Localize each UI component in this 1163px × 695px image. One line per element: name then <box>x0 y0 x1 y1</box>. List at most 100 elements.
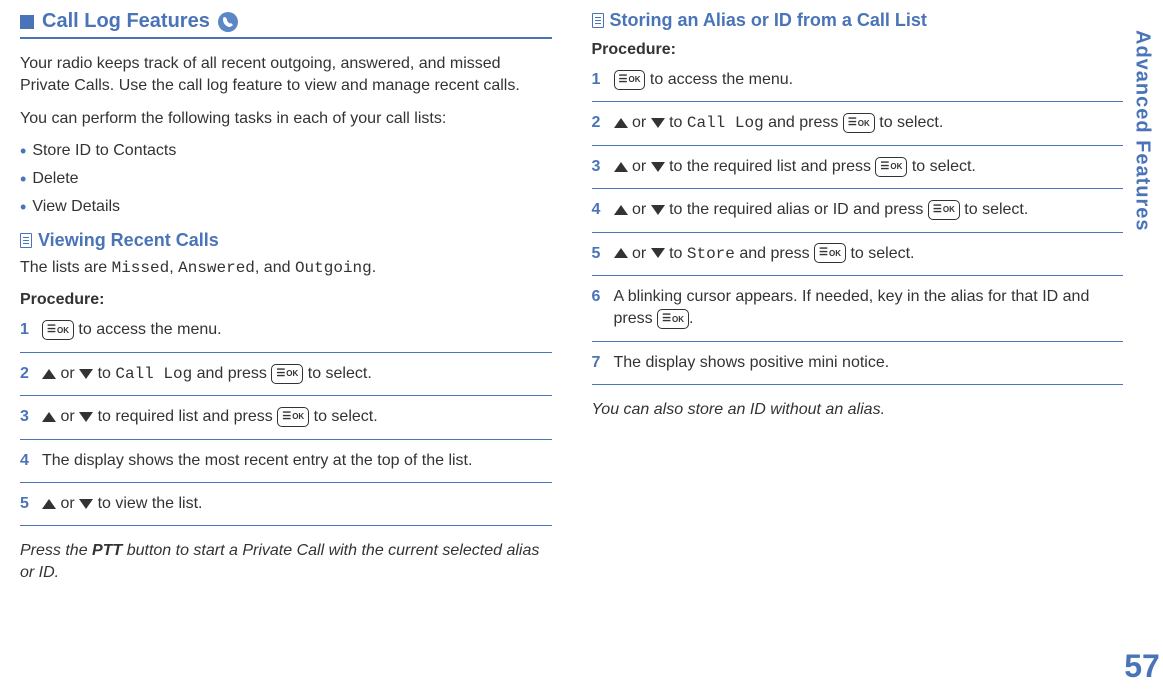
right-column: Storing an Alias or ID from a Call List … <box>592 10 1124 596</box>
procedure-label: Procedure: <box>592 41 1124 59</box>
step-body: or to Store and press ☰OK to select. <box>614 243 1124 265</box>
text: to the required alias or ID and press <box>665 201 928 218</box>
step-number: 4 <box>592 199 614 221</box>
document-icon <box>20 233 32 248</box>
page-number: 57 <box>1124 648 1160 685</box>
step-body: or to view the list. <box>42 493 552 515</box>
bullet-icon: • <box>20 142 26 160</box>
step-1: 1 ☰OK to access the menu. <box>20 319 552 341</box>
footer-note: You can also store an ID without an alia… <box>592 399 1124 421</box>
subsection-header: Storing an Alias or ID from a Call List <box>592 10 1124 31</box>
step-body: or to Call Log and press ☰OK to select. <box>42 363 552 385</box>
list-item: • View Details <box>20 198 552 216</box>
up-arrow-icon <box>42 369 56 379</box>
text: and press <box>192 365 271 382</box>
mono-text: Store <box>687 245 735 263</box>
procedure-label: Procedure: <box>20 291 552 309</box>
text: or <box>56 365 79 382</box>
list-item-label: Store ID to Contacts <box>32 142 176 160</box>
ok-key-icon: ☰OK <box>614 70 646 90</box>
step-number: 1 <box>592 69 614 91</box>
down-arrow-icon <box>651 248 665 258</box>
step-3: 3 or to the required list and press ☰OK … <box>592 156 1124 178</box>
step-1: 1 ☰OK to access the menu. <box>592 69 1124 91</box>
step-7: 7 The display shows positive mini notice… <box>592 352 1124 374</box>
list-item-label: Delete <box>32 170 78 188</box>
mono-text: Call Log <box>115 365 192 383</box>
up-arrow-icon <box>614 162 628 172</box>
step-number: 3 <box>20 406 42 428</box>
step-number: 3 <box>592 156 614 178</box>
intro-paragraph-2: You can perform the following tasks in e… <box>20 108 552 130</box>
text: . <box>689 310 693 327</box>
page-sidebar: Advanced Features 57 <box>1127 30 1157 685</box>
step-number: 2 <box>20 363 42 385</box>
text: . <box>372 259 376 276</box>
text: to select. <box>303 365 371 382</box>
down-arrow-icon <box>651 205 665 215</box>
list-item-label: View Details <box>32 198 120 216</box>
mono-text: Call Log <box>687 114 764 132</box>
mono-text: Missed <box>112 259 170 277</box>
step-body: ☰OK to access the menu. <box>614 69 1124 91</box>
ok-key-icon: ☰OK <box>277 407 309 427</box>
text: to select. <box>309 408 377 425</box>
text: and press <box>764 114 843 131</box>
ok-key-icon: ☰OK <box>814 243 846 263</box>
text: The lists are <box>20 259 112 276</box>
bullet-icon: • <box>20 170 26 188</box>
document-icon <box>592 13 604 28</box>
mono-text: Answered <box>178 259 255 277</box>
up-arrow-icon <box>614 118 628 128</box>
step-number: 2 <box>592 112 614 134</box>
down-arrow-icon <box>79 369 93 379</box>
step-5: 5 or to view the list. <box>20 493 552 515</box>
step-body: The display shows the most recent entry … <box>42 450 552 472</box>
section-bullet-icon <box>20 15 34 29</box>
down-arrow-icon <box>79 412 93 422</box>
text: to required list and press <box>93 408 277 425</box>
text: to select. <box>875 114 943 131</box>
text: Press the <box>20 542 92 559</box>
left-column: Call Log Features Your radio keeps track… <box>20 10 552 596</box>
ok-key-icon: ☰OK <box>271 364 303 384</box>
text: to <box>665 114 687 131</box>
text: , <box>169 259 178 276</box>
mono-text: Outgoing <box>295 259 372 277</box>
subsection-title: Storing an Alias or ID from a Call List <box>610 10 927 31</box>
up-arrow-icon <box>614 205 628 215</box>
text: to select. <box>846 245 914 262</box>
bullet-icon: • <box>20 198 26 216</box>
task-list: • Store ID to Contacts • Delete • View Deta… <box>20 142 552 216</box>
text: to select. <box>907 158 975 175</box>
ok-key-icon: ☰OK <box>843 113 875 133</box>
step-number: 5 <box>20 493 42 515</box>
list-item: • Store ID to Contacts <box>20 142 552 160</box>
section-title: Call Log Features <box>42 10 210 33</box>
step-body: or to the required alias or ID and press… <box>614 199 1124 221</box>
section-tab-label: Advanced Features <box>1131 30 1154 232</box>
footer-note: Press the PTT button to start a Private … <box>20 540 552 583</box>
text: or <box>628 114 651 131</box>
step-body: or to Call Log and press ☰OK to select. <box>614 112 1124 134</box>
step-number: 5 <box>592 243 614 265</box>
step-body: or to required list and press ☰OK to sel… <box>42 406 552 428</box>
step-body: or to the required list and press ☰OK to… <box>614 156 1124 178</box>
step-number: 1 <box>20 319 42 341</box>
subsection-title: Viewing Recent Calls <box>38 230 219 251</box>
ok-key-icon: ☰OK <box>928 200 960 220</box>
up-arrow-icon <box>42 412 56 422</box>
text: to view the list. <box>93 495 202 512</box>
step-4: 4 The display shows the most recent entr… <box>20 450 552 472</box>
subsection-header: Viewing Recent Calls <box>20 230 552 251</box>
step-number: 4 <box>20 450 42 472</box>
text: to select. <box>960 201 1028 218</box>
ok-key-icon: ☰OK <box>42 320 74 340</box>
text: or <box>628 158 651 175</box>
step-2: 2 or to Call Log and press ☰OK to select… <box>592 112 1124 134</box>
up-arrow-icon <box>42 499 56 509</box>
text: or <box>628 201 651 218</box>
step-number: 7 <box>592 352 614 374</box>
step-3: 3 or to required list and press ☰OK to s… <box>20 406 552 428</box>
step-body: ☰OK to access the menu. <box>42 319 552 341</box>
